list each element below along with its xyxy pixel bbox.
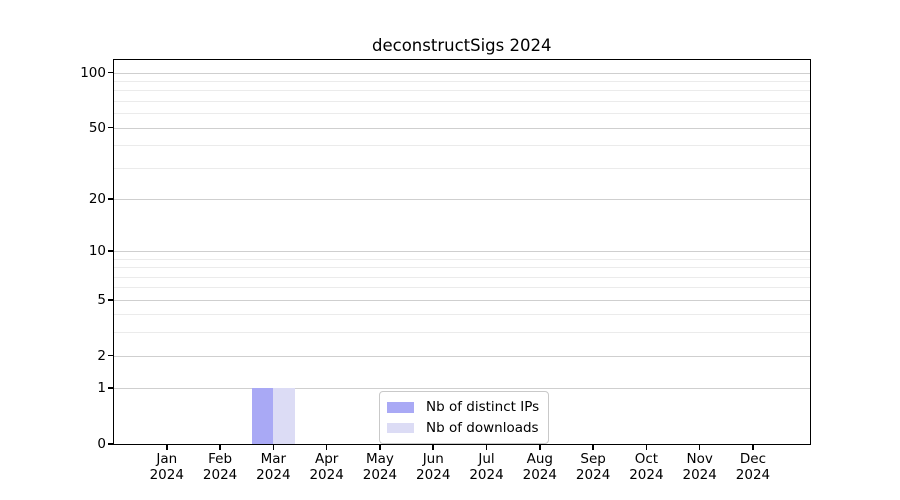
x-tick-label: Apr 2024	[297, 451, 357, 483]
x-tick-label: Mar 2024	[243, 451, 303, 483]
legend-swatch	[387, 402, 414, 413]
legend-swatch	[387, 422, 414, 433]
gridline-major	[113, 299, 810, 301]
gridline-minor	[113, 287, 810, 289]
x-tick-label-line: 2024	[202, 466, 238, 483]
y-tick-label: 5	[97, 291, 106, 308]
gridline-major	[113, 198, 810, 200]
y-tick-mark	[107, 298, 114, 301]
x-tick-label-line: Apr	[314, 451, 339, 467]
x-tick-label-line: 2024	[149, 466, 184, 483]
y-tick-label: 2	[97, 347, 106, 364]
gridline-major	[113, 72, 810, 74]
x-tick-mark	[219, 444, 221, 450]
gridline-minor	[113, 314, 810, 316]
x-tick-mark	[325, 444, 328, 450]
x-tick-label-line: Dec	[739, 451, 767, 467]
gridline-minor	[113, 113, 810, 115]
x-tick-label-line: Aug	[526, 451, 553, 467]
gridline-major	[113, 388, 810, 390]
x-tick-label-line: Feb	[208, 451, 233, 467]
x-tick-label: Nov 2024	[670, 451, 730, 483]
x-tick-mark	[592, 444, 594, 450]
x-tick-label-line: Sep	[580, 451, 606, 467]
y-tick-label: 0	[97, 436, 106, 452]
legend-label: Nb of downloads	[426, 419, 539, 436]
x-tick-mark	[379, 444, 381, 450]
y-tick-mark	[107, 354, 114, 357]
x-tick-label-line: Jan	[156, 451, 178, 467]
gridline-minor	[113, 145, 810, 147]
legend-item: Nb of distinct IPs	[387, 398, 539, 417]
chart-title: deconstructSigs 2024	[372, 36, 552, 55]
legend-label: Nb of distinct IPs	[426, 399, 540, 416]
gridline-minor	[113, 90, 810, 92]
y-tick-label: 100	[80, 64, 106, 81]
x-tick-label-line: 2024	[522, 466, 557, 483]
y-tick-label: 1	[97, 380, 106, 397]
x-tick-label: May 2024	[350, 451, 410, 483]
y-tick-mark	[107, 387, 114, 389]
x-tick-mark	[539, 444, 541, 450]
x-tick-label: Jan 2024	[137, 451, 197, 483]
y-tick-mark	[107, 443, 114, 445]
x-tick-label-line: Jul	[478, 451, 495, 467]
gridline-minor	[113, 100, 810, 102]
gridline-minor	[113, 267, 810, 269]
x-tick-label-line: 2024	[362, 466, 398, 483]
bar-distinct-ips	[251, 388, 274, 444]
x-tick-label: Jun 2024	[403, 451, 463, 483]
x-tick-label: Feb 2024	[190, 451, 250, 483]
x-tick-label: Oct 2024	[616, 451, 676, 483]
plot-border	[112, 59, 811, 445]
x-tick-label-line: May	[365, 451, 394, 467]
y-tick-mark	[107, 198, 114, 200]
x-tick-label-line: Mar	[260, 451, 287, 467]
y-tick-label: 50	[88, 119, 106, 136]
x-tick-label-line: 2024	[575, 466, 611, 483]
x-tick-mark	[165, 444, 168, 450]
y-tick-label: 20	[88, 190, 106, 207]
x-tick-mark	[698, 444, 701, 450]
x-tick-label-line: 2024	[735, 466, 771, 483]
x-tick-label-line: Oct	[634, 451, 659, 467]
x-tick-mark	[432, 444, 435, 450]
legend-item: Nb of downloads	[387, 419, 539, 438]
y-tick-label: 10	[88, 242, 106, 259]
gridline-minor	[113, 332, 810, 334]
legend: Nb of distinct IPs Nb of downloads	[379, 391, 550, 444]
gridline-major	[113, 250, 810, 252]
gridline-major	[113, 355, 810, 357]
x-tick-mark	[485, 444, 488, 450]
x-tick-label-line: 2024	[629, 466, 664, 483]
x-tick-label: Jul 2024	[457, 451, 517, 483]
x-tick-label-line: 2024	[256, 466, 291, 483]
x-tick-label-line: 2024	[309, 466, 344, 483]
x-tick-label-line: 2024	[682, 466, 717, 483]
x-tick-label: Dec 2024	[723, 451, 783, 483]
gridline-major	[113, 127, 810, 129]
x-tick-label-line: Jun	[422, 451, 444, 467]
x-tick-mark	[645, 444, 648, 450]
gridline-minor	[113, 258, 810, 260]
gridline-minor	[113, 80, 810, 82]
x-tick-label-line: 2024	[469, 466, 504, 483]
x-tick-mark	[752, 444, 754, 450]
x-tick-label: Sep 2024	[563, 451, 623, 483]
gridline-minor	[113, 167, 810, 169]
x-tick-mark	[272, 444, 275, 450]
y-tick-mark	[107, 126, 114, 129]
gridline-minor	[113, 276, 810, 278]
bar-downloads	[273, 388, 295, 444]
y-tick-mark	[107, 71, 114, 74]
x-tick-label: Aug 2024	[510, 451, 570, 483]
y-tick-mark	[107, 250, 114, 252]
x-tick-label-line: Nov	[686, 451, 713, 467]
x-tick-label-line: 2024	[416, 466, 451, 483]
